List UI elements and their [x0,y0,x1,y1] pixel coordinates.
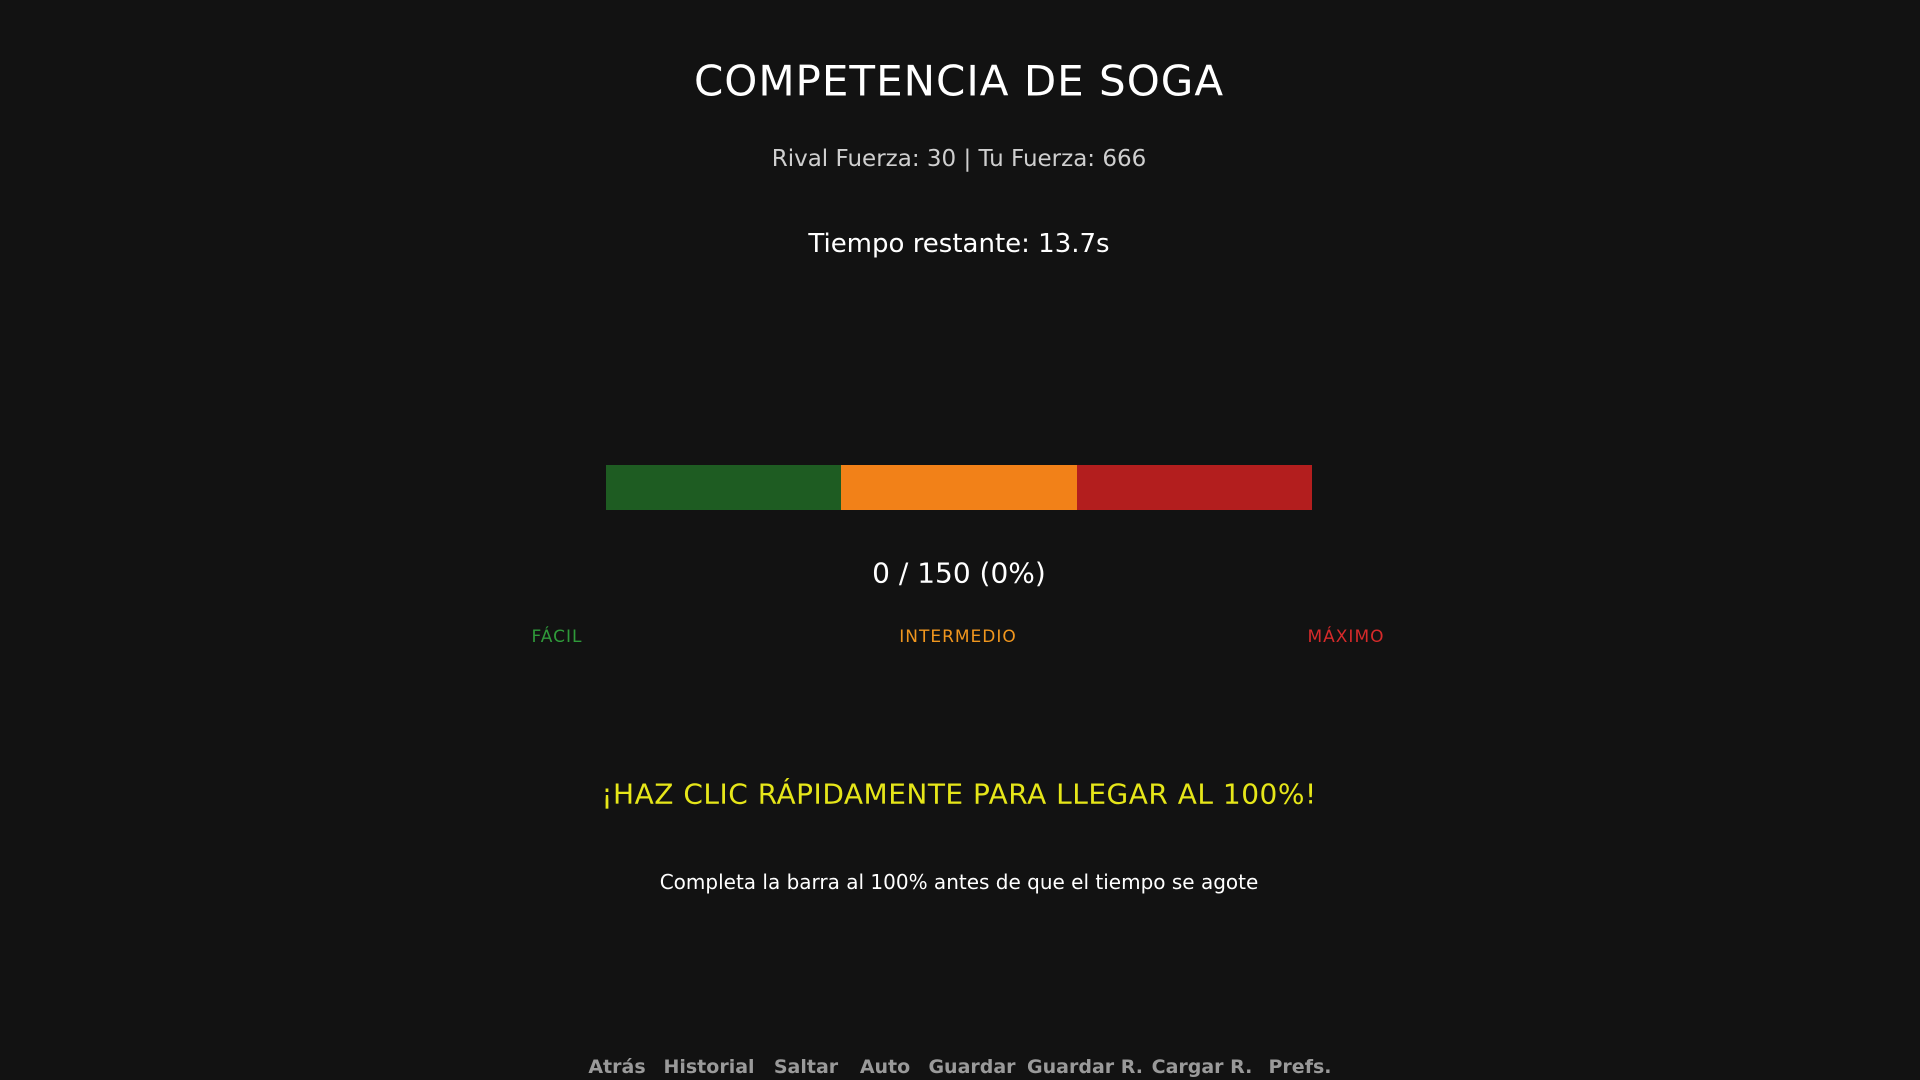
menu-button[interactable]: Cargar R. [1151,1056,1253,1078]
hint: Completa la barra al 100% antes de que e… [659,870,1259,894]
title: COMPETENCIA DE SOGA [693,56,1225,106]
zone-label: MÁXIMO [1307,627,1385,647]
menu-button[interactable]: Guardar R. [1027,1056,1143,1078]
zone-easy [606,465,842,510]
menu-button[interactable]: Prefs. [1268,1056,1332,1078]
zone-max [1076,465,1312,510]
menu-button[interactable]: Guardar [928,1056,1016,1078]
menu-button[interactable]: Saltar [773,1056,839,1078]
timer: Tiempo restante: 13.7s [808,229,1110,259]
strength-stats: Rival Fuerza: 30 | Tu Fuerza: 666 [771,146,1147,172]
menu-button[interactable]: Auto [859,1056,911,1078]
zone-medium [841,465,1077,510]
instruction: ¡HAZ CLIC RÁPIDAMENTE PARA LLEGAR AL 100… [601,777,1317,811]
zone-label: INTERMEDIO [899,627,1017,647]
menu-button[interactable]: Historial [663,1056,755,1078]
power-meter[interactable] [606,465,1312,510]
menu-button[interactable]: Atrás [588,1056,646,1078]
progress-text: 0 / 150 (0%) [872,556,1046,590]
zone-label: FÁCIL [531,627,583,647]
